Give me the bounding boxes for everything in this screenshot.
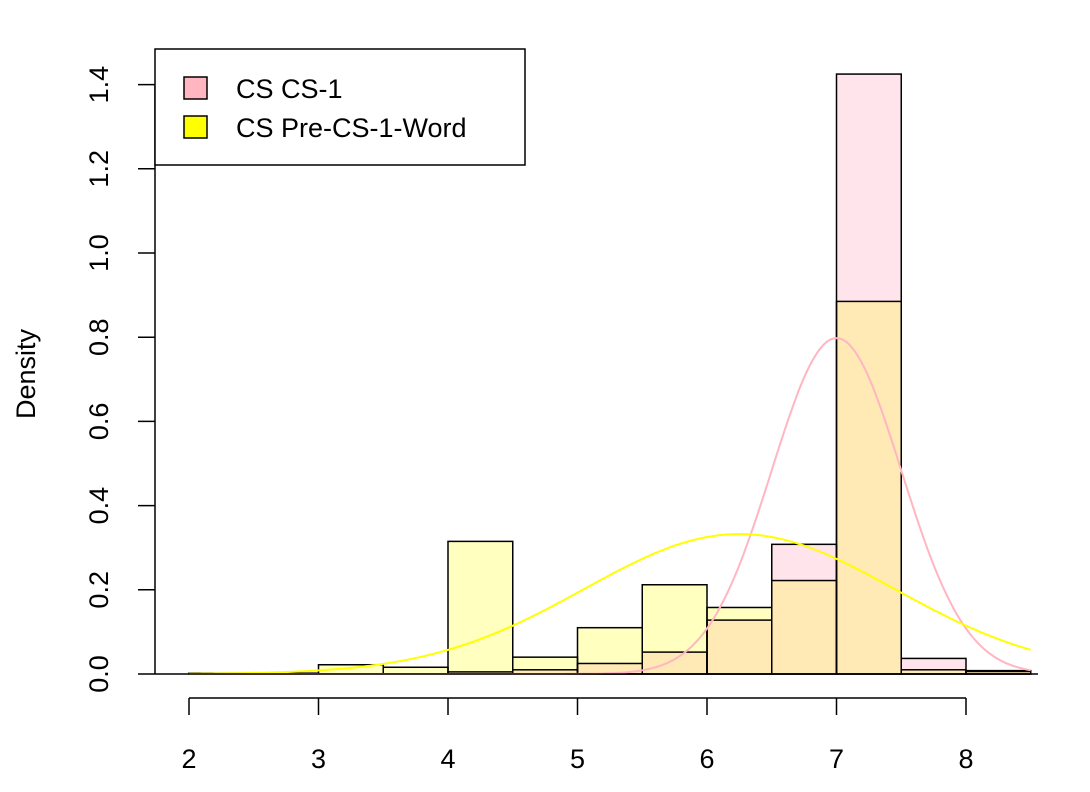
y-tick-label-1: 0.2 [84, 571, 114, 609]
density-curve-pre-cs1-word [189, 533, 1032, 675]
y-axis-label: Density [11, 328, 41, 419]
x-tick-label-4: 6 [699, 744, 714, 774]
bar-overlap-8 [707, 620, 772, 674]
y-tick-label-0: 0.0 [84, 655, 114, 693]
density-curves [189, 337, 1032, 675]
bar-pre-cs1-word-2 [318, 664, 384, 674]
legend-swatch-1 [183, 115, 208, 139]
bar-pre-cs1-word-4 [448, 541, 513, 674]
series-pre-cs1-word-bars [189, 301, 1031, 674]
x-tick-label-1: 3 [311, 744, 326, 774]
bar-overlap-6 [577, 663, 643, 674]
bar-overlap-10 [836, 301, 902, 674]
bar-pre-cs1-word-3 [383, 667, 448, 674]
y-axis: 0.0 0.2 0.4 0.6 0.8 1.0 1.2 1.4 [84, 66, 156, 693]
series-cs-cs1-bars [448, 74, 1031, 674]
x-axis: 2 3 4 5 6 7 8 [181, 697, 974, 774]
bar-overlap-5 [512, 669, 578, 674]
density-curve-cs-cs1 [189, 337, 1031, 675]
y-tick-label-2: 0.4 [84, 487, 114, 525]
y-tick-label-5: 1.0 [84, 234, 114, 272]
legend-box [154, 48, 526, 166]
overlap-bars [448, 301, 1031, 674]
legend-label-0: CS CS-1 [236, 74, 343, 104]
bar-overlap-9 [771, 580, 837, 674]
legend-swatch-0 [183, 76, 208, 100]
y-tick-label-3: 0.6 [84, 403, 114, 441]
y-tick-label-7: 1.4 [84, 66, 114, 104]
legend: CS CS-1 CS Pre-CS-1-Word [154, 48, 526, 166]
y-tick-label-6: 1.2 [84, 150, 114, 188]
legend-label-1: CS Pre-CS-1-Word [236, 113, 467, 143]
x-tick-label-2: 4 [440, 744, 455, 774]
x-tick-label-3: 5 [570, 744, 585, 774]
x-tick-label-0: 2 [181, 744, 196, 774]
bar-overlap-11 [901, 669, 966, 674]
y-tick-label-4: 0.8 [84, 318, 114, 356]
x-tick-label-6: 8 [958, 744, 973, 774]
x-tick-label-5: 7 [829, 744, 844, 774]
bar-overlap-7 [642, 652, 707, 674]
bar-overlap-4 [448, 671, 513, 674]
bar-overlap-12 [966, 671, 1031, 674]
